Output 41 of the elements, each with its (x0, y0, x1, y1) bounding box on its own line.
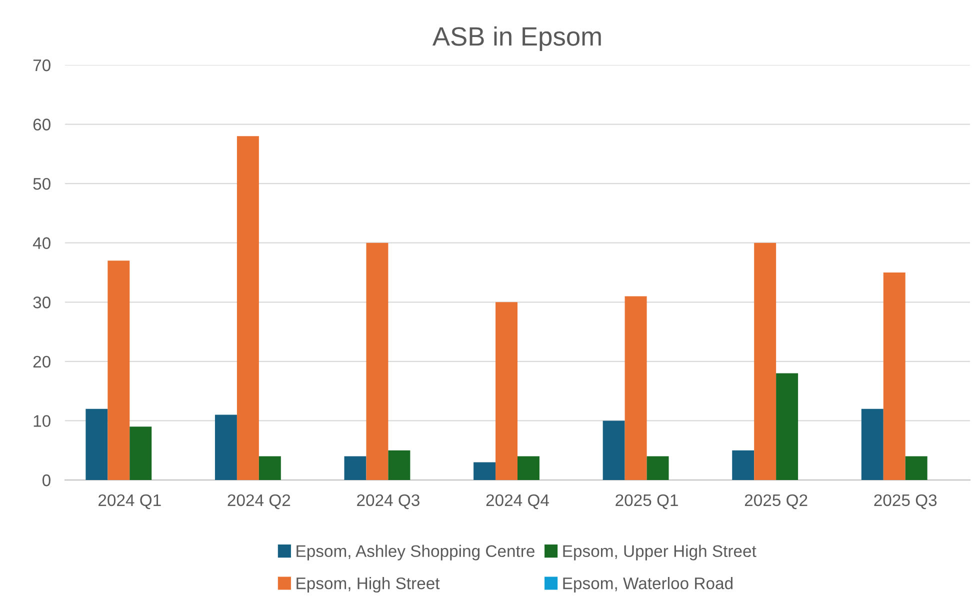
bar (602, 420, 625, 480)
bar (258, 456, 281, 480)
y-tick-label: 10 (34, 415, 50, 427)
x-tick-label: 2024 Q2 (228, 494, 290, 510)
y-tick-label: 40 (32, 237, 50, 250)
bar (905, 456, 928, 480)
bar (388, 450, 410, 480)
bar (496, 302, 518, 480)
bar (732, 450, 754, 480)
y-tick-label: 70 (33, 59, 50, 72)
bar (754, 242, 776, 480)
legend-label: Epsom, Waterloo Road (563, 577, 732, 593)
x-tick-label: 2025 Q3 (874, 494, 937, 510)
bar (883, 272, 906, 480)
bar (861, 408, 884, 480)
bar (366, 242, 388, 480)
bar (236, 136, 259, 480)
y-tick-label: 0 (42, 474, 50, 486)
x-tick-label: 2025 Q2 (744, 494, 808, 510)
bar (130, 426, 152, 480)
bar (624, 296, 647, 480)
chart-title: ASB in Epsom (432, 26, 601, 52)
legend-label: Epsom, High Street (296, 577, 440, 593)
x-tick-label: 2025 Q1 (616, 494, 678, 510)
x-tick-label: 2024 Q3 (357, 494, 420, 510)
legend-label: Epsom, Ashley Shopping Centre (296, 544, 534, 560)
bar (344, 456, 366, 480)
bar (108, 260, 130, 480)
bar (86, 408, 108, 480)
bar (474, 462, 496, 480)
bar (776, 373, 798, 480)
bar (214, 414, 237, 480)
y-tick-label: 60 (33, 118, 50, 130)
x-tick-label: 2024 Q4 (486, 494, 549, 510)
y-tick-label: 50 (33, 178, 50, 190)
y-tick-label: 30 (33, 296, 50, 308)
y-tick-label: 20 (33, 356, 50, 368)
bar (518, 456, 540, 480)
legend-label: Epsom, Upper High Street (563, 544, 756, 560)
x-tick-label: 2024 Q1 (98, 494, 161, 510)
bar (646, 456, 669, 480)
